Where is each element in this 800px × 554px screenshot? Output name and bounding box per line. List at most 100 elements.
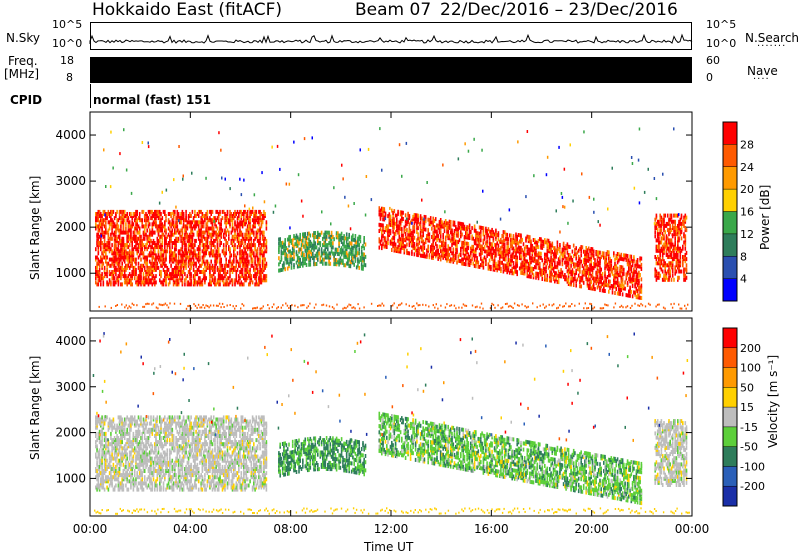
scatter-bin (205, 236, 207, 241)
scatter-bin (260, 270, 263, 274)
scatter-bin (145, 274, 147, 279)
scatter-bin (304, 240, 307, 245)
scatter-bin (273, 303, 275, 306)
scatter-bin (548, 303, 550, 306)
scatter-bin (140, 249, 142, 254)
scatter-bin (239, 255, 241, 260)
scatter-bin (131, 261, 133, 266)
scatter-bin (216, 259, 219, 264)
scatter-bin (520, 262, 522, 267)
scatter-bin (325, 251, 328, 256)
scatter-bin (105, 230, 107, 235)
scatter-bin (185, 230, 187, 235)
scatter-bin (245, 228, 248, 233)
scatter-bin (169, 234, 171, 239)
scatter-bin (197, 280, 200, 285)
scatter-bin (265, 241, 268, 245)
scatter-bin (452, 249, 455, 254)
scatter-bin (496, 266, 498, 271)
scatter-bin (620, 288, 623, 292)
scatter-bin (120, 282, 122, 287)
scatter-bin (95, 218, 97, 223)
scatter-bin (438, 224, 441, 228)
scatter-bin (522, 242, 525, 247)
scatter-bin (278, 256, 280, 261)
scatter-bin (406, 228, 408, 233)
scatter-bin (197, 224, 200, 229)
scatter-bin (426, 234, 428, 238)
scatter-bin (619, 273, 621, 278)
scatter-bin (136, 241, 138, 245)
scatter-bin (510, 244, 512, 248)
scatter-bin (239, 228, 241, 233)
scatter-bin (422, 220, 424, 225)
scatter-bin (313, 260, 315, 265)
scatter-bin (185, 249, 187, 254)
scatter-bin (206, 220, 209, 225)
scatter-bin (142, 278, 145, 283)
scatter-bin (260, 230, 263, 235)
scatter-bin (589, 302, 591, 305)
scatter-bin (663, 226, 665, 230)
scatter-bin (256, 220, 259, 225)
scatter-bin (442, 251, 444, 256)
scatter-bin (284, 240, 286, 245)
scatter-bin (636, 278, 639, 283)
scatter-bin (255, 280, 258, 285)
scatter-bin (456, 233, 458, 238)
scatter-bin (205, 241, 207, 245)
scatter-bin (452, 241, 455, 246)
scatter-bin (214, 255, 216, 260)
scatter-bin (532, 256, 535, 261)
scatter-bin (343, 238, 345, 243)
scatter-bin (384, 226, 387, 231)
scatter-bin (599, 269, 601, 274)
scatter-bin (378, 245, 381, 250)
scatter-bin (532, 273, 535, 278)
scatter-bin (511, 267, 513, 271)
scatter-bin (172, 255, 175, 260)
scatter-bin (601, 276, 604, 281)
scatter-bin (180, 272, 182, 277)
scatter-bin (171, 245, 174, 250)
scatter-bin (340, 240, 343, 244)
scatter-bin (110, 232, 112, 237)
scatter-bin (200, 216, 202, 221)
scatter-bin (145, 303, 147, 306)
scatter-bin (244, 232, 246, 237)
scatter-bin (318, 234, 320, 239)
scatter-bin (640, 296, 643, 300)
scatter-bin (453, 220, 456, 225)
scatter-bin (592, 262, 595, 266)
scatter-bin (130, 257, 132, 262)
scatter-bin (502, 242, 505, 247)
scatter-bin (319, 232, 322, 237)
nsearch-tick-top: 10^5 (706, 18, 737, 31)
scatter-bin (529, 235, 531, 240)
scatter-bin (231, 280, 234, 285)
scatter-bin (258, 257, 260, 262)
scatter-bin (530, 245, 532, 250)
scatter-bin (490, 244, 492, 249)
scatter-bin (451, 243, 453, 247)
scatter-bin (393, 223, 396, 228)
scatter-bin (549, 272, 551, 277)
scatter-bin (123, 230, 126, 235)
scatter-bin (457, 231, 460, 236)
scatter-bin (416, 225, 418, 230)
scatter-bin (537, 255, 540, 260)
scatter-bin (112, 257, 115, 262)
scatter-bin (422, 233, 424, 238)
scatter-bin (240, 232, 243, 237)
scatter-bin (626, 260, 629, 265)
scatter-bin (468, 263, 471, 267)
scatter-bin (482, 307, 484, 310)
scatter-bin (551, 241, 554, 246)
scatter-bin (660, 246, 663, 251)
scatter-bin (423, 254, 426, 259)
scatter-bin (128, 259, 131, 264)
scatter-bin (626, 305, 629, 308)
scatter-bin (147, 224, 150, 229)
scatter-bin (130, 278, 132, 283)
scatter-bin (357, 263, 359, 268)
